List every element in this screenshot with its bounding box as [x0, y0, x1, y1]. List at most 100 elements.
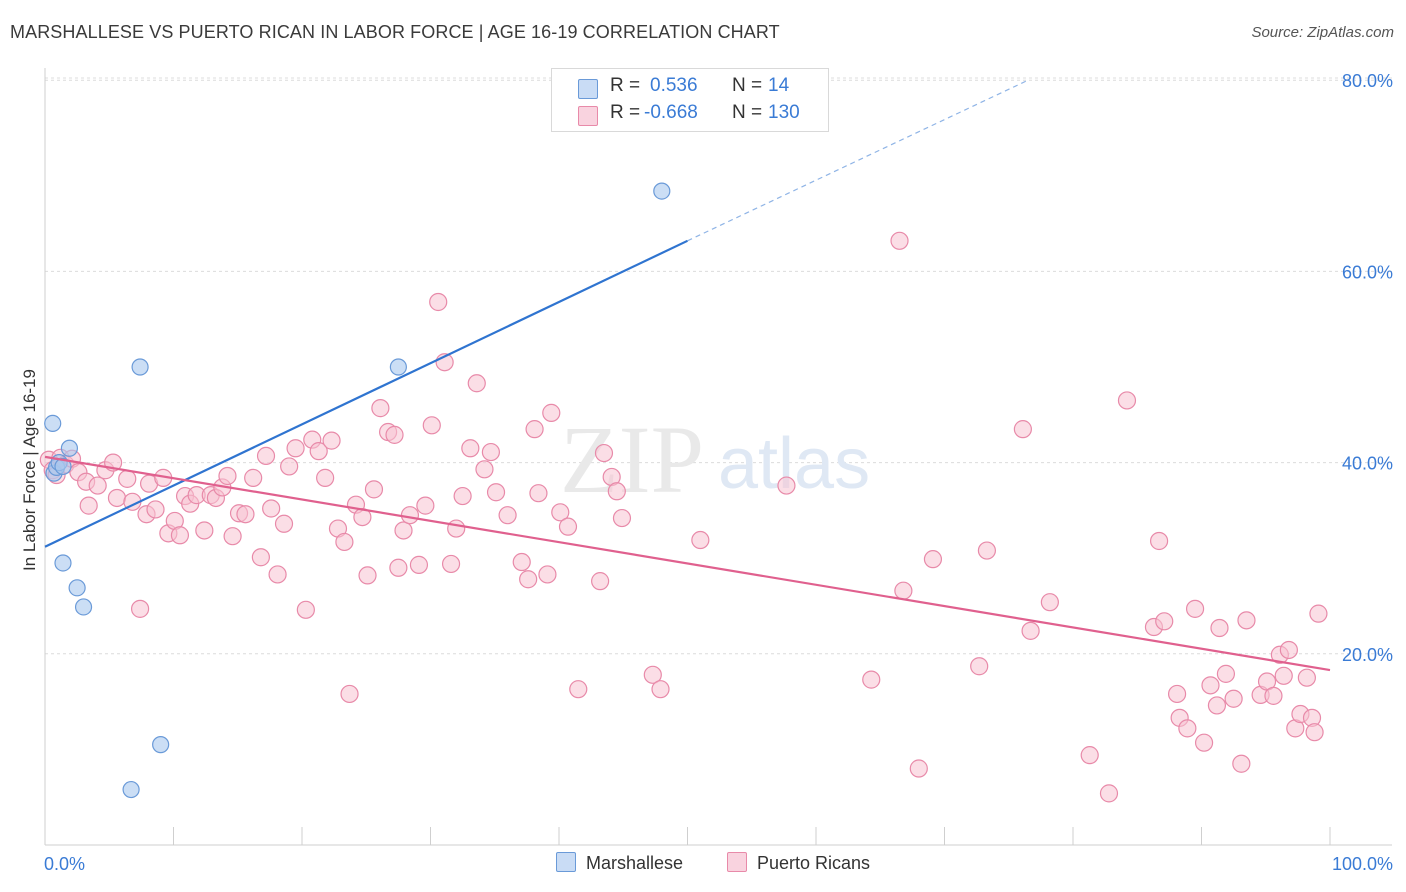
- data-point: [1297, 668, 1316, 687]
- legend-label: Puerto Ricans: [757, 853, 871, 873]
- data-point: [1040, 593, 1059, 612]
- data-point: [651, 680, 670, 699]
- data-point: [890, 231, 909, 250]
- data-point: [1201, 676, 1220, 695]
- data-point: [223, 527, 242, 546]
- trend-lines: [44, 79, 1331, 672]
- data-point: [525, 420, 544, 439]
- watermark-zip: ZIP: [560, 406, 704, 513]
- data-point: [1279, 640, 1298, 660]
- pink-swatch: [727, 852, 747, 872]
- data-point: [569, 680, 588, 699]
- data-point: [122, 780, 140, 799]
- data-point: [594, 443, 614, 463]
- data-point: [244, 468, 263, 487]
- data-point: [335, 532, 354, 552]
- data-point: [385, 425, 404, 444]
- y-tick-label: 20.0%: [1342, 645, 1393, 665]
- r-label: R =: [610, 102, 641, 123]
- y-tick-label: 60.0%: [1342, 262, 1393, 282]
- data-point: [538, 565, 557, 584]
- data-point: [286, 439, 305, 458]
- n-label: N =: [732, 102, 763, 123]
- marshallese-points: [44, 182, 671, 799]
- data-point: [1210, 618, 1229, 638]
- legend-item-marshallese: Marshallese: [556, 852, 683, 874]
- data-point: [607, 482, 626, 501]
- data-point: [558, 517, 578, 536]
- data-point: [416, 496, 435, 515]
- data-point: [475, 460, 494, 479]
- data-point: [262, 499, 281, 518]
- data-point: [512, 552, 531, 572]
- data-point: [1149, 531, 1169, 551]
- data-point: [44, 414, 62, 433]
- data-point: [274, 514, 294, 533]
- pink-swatch: [578, 106, 598, 126]
- data-point: [358, 566, 377, 585]
- data-point: [296, 600, 315, 619]
- data-point: [498, 506, 517, 525]
- data-point: [894, 581, 913, 600]
- data-point: [79, 496, 98, 515]
- data-point: [322, 431, 341, 450]
- data-point: [1155, 612, 1174, 631]
- data-point: [1185, 599, 1205, 618]
- r-value: -0.668: [644, 102, 698, 123]
- data-point: [777, 476, 796, 495]
- data-point: [1274, 666, 1293, 685]
- data-point: [862, 670, 881, 689]
- data-point: [54, 554, 72, 572]
- data-point: [68, 579, 86, 597]
- data-point: [88, 476, 107, 495]
- data-point: [486, 483, 506, 502]
- n-value: 14: [768, 75, 790, 96]
- data-point: [1013, 420, 1032, 439]
- data-point: [429, 292, 448, 312]
- x-tick-label: 100.0%: [1332, 854, 1393, 874]
- data-point: [118, 469, 137, 488]
- data-point: [389, 358, 407, 376]
- y-tick-label: 80.0%: [1342, 71, 1393, 91]
- data-point: [316, 468, 335, 487]
- data-point: [529, 484, 548, 503]
- source-label: Source: ZipAtlas.com: [1251, 24, 1394, 41]
- data-point: [131, 358, 149, 376]
- data-point: [364, 480, 384, 499]
- data-point: [218, 466, 237, 486]
- data-point: [1194, 733, 1214, 752]
- data-point: [268, 565, 287, 584]
- data-point: [453, 486, 472, 506]
- data-point: [236, 505, 255, 524]
- data-point: [447, 519, 466, 538]
- data-point: [1305, 723, 1324, 742]
- legend-row-puerto-ricans: R = -0.668 N = 130: [552, 102, 828, 128]
- data-point: [400, 506, 420, 525]
- data-point: [461, 439, 480, 458]
- data-point: [923, 550, 943, 569]
- data-point: [643, 665, 662, 684]
- data-point: [152, 736, 170, 754]
- data-point: [394, 521, 413, 540]
- data-point: [251, 548, 270, 567]
- data-point: [130, 599, 150, 618]
- data-point: [60, 439, 79, 457]
- data-point: [691, 530, 710, 550]
- watermark-atlas: atlas: [718, 424, 870, 504]
- x-tick-label: 0.0%: [44, 854, 85, 874]
- data-point: [74, 598, 93, 616]
- r-value: 0.536: [650, 75, 698, 96]
- data-point: [1207, 696, 1227, 715]
- data-point: [1178, 719, 1197, 738]
- data-point: [280, 457, 299, 476]
- chart-title: MARSHALLESE VS PUERTO RICAN IN LABOR FOR…: [10, 22, 780, 42]
- data-point: [340, 684, 359, 704]
- data-point: [542, 403, 561, 422]
- data-point: [1232, 754, 1251, 773]
- data-point: [481, 442, 500, 462]
- puerto-ricans-trend-line: [44, 455, 1331, 672]
- data-point: [1216, 664, 1236, 683]
- legend-item-puerto-ricans: Puerto Ricans: [727, 852, 870, 874]
- data-point: [107, 488, 127, 508]
